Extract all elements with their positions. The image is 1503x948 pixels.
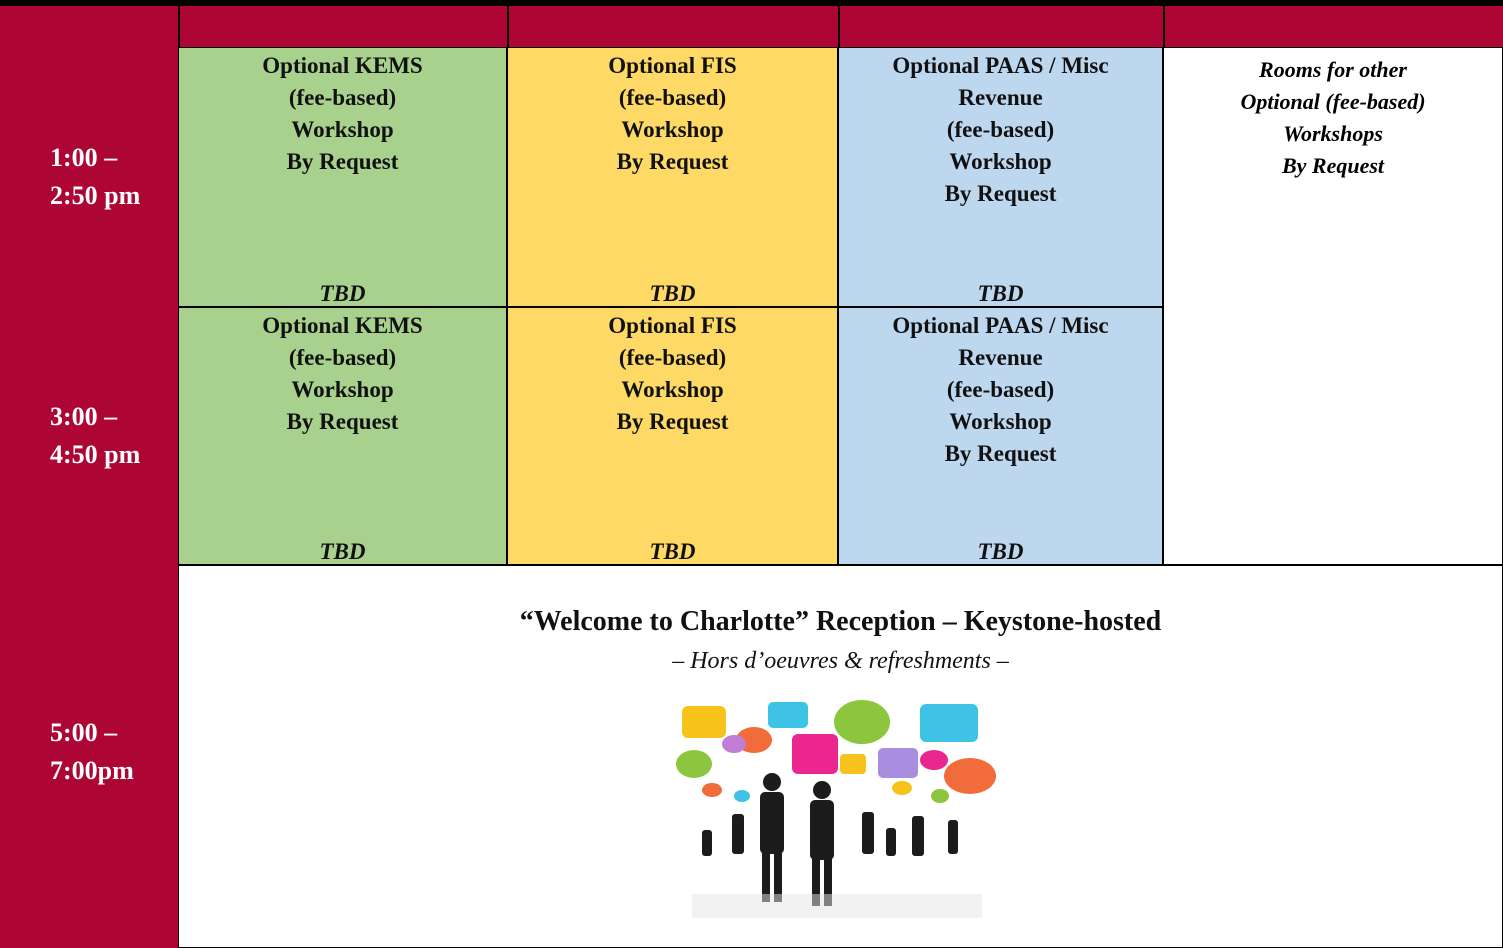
side-note-line: Workshops (1283, 121, 1383, 146)
session-line: By Request (944, 441, 1057, 466)
time-label: 4:50 pm (50, 440, 141, 469)
session-cell: Optional PAAS / Misc Revenue (fee-based) Wo… (838, 47, 1163, 307)
time-label: 3:00 – (50, 402, 118, 431)
session-cell: Optional FIS (fee-based) Workshop By Reques… (507, 307, 838, 565)
session-line: By Request (286, 149, 399, 174)
speech-bubbles (676, 700, 996, 803)
time-cell: 1:00 – 2:50 pm (0, 47, 178, 307)
session-line: (fee-based) (618, 85, 727, 110)
session-line: Optional KEMS (262, 313, 423, 338)
session-line: (fee-based) (288, 85, 397, 110)
session-line: Optional PAAS / Misc (892, 313, 1109, 338)
session-line: (fee-based) (288, 345, 397, 370)
silhouettes (702, 773, 958, 906)
networking-illustration (676, 700, 996, 918)
session-note: TBD (319, 539, 366, 564)
session-line: By Request (616, 409, 729, 434)
session-line: By Request (616, 149, 729, 174)
session-line: Optional KEMS (262, 53, 423, 78)
header-cell (507, 0, 838, 47)
session-line: Workshop (291, 117, 394, 142)
session-note: TBD (649, 281, 696, 306)
session-note: TBD (319, 281, 366, 306)
session-line: Optional FIS (608, 53, 737, 78)
side-note: Rooms for other Optional (fee-based) Works… (1163, 47, 1503, 565)
reflection (692, 894, 982, 918)
header-cell (178, 0, 507, 47)
time-label: 2:50 pm (50, 181, 141, 210)
side-note-line: Rooms for other (1259, 57, 1407, 82)
time-label: 5:00 – (50, 717, 118, 747)
session-line: By Request (286, 409, 399, 434)
session-cell: Optional KEMS (fee-based) Workshop By Reque… (178, 307, 507, 565)
session-line: Workshop (621, 117, 724, 142)
side-note-line: Optional (fee-based) (1240, 89, 1426, 114)
reception-title: “Welcome to Charlotte” Reception – Keyst… (519, 606, 1162, 637)
session-line: (fee-based) (946, 377, 1055, 402)
side-note-line: By Request (1281, 153, 1385, 178)
time-label: 7:00pm (50, 755, 134, 785)
session-cell: Optional PAAS / Misc Revenue (fee-based) Wo… (838, 307, 1163, 565)
header-cell (838, 0, 1163, 47)
session-note: TBD (649, 539, 696, 564)
header-cell (1163, 0, 1503, 47)
session-line: Optional PAAS / Misc (892, 53, 1109, 78)
session-line: Revenue (958, 345, 1043, 370)
session-cell: Optional KEMS (fee-based) Workshop By Reque… (178, 47, 507, 307)
session-line: Optional FIS (608, 313, 737, 338)
session-line: (fee-based) (618, 345, 727, 370)
session-line: (fee-based) (946, 117, 1055, 142)
session-note: TBD (977, 281, 1024, 306)
session-cell: Optional FIS (fee-based) Workshop By Reques… (507, 47, 838, 307)
session-line: By Request (944, 181, 1057, 206)
time-label: 1:00 – (50, 143, 118, 172)
session-note: TBD (977, 539, 1024, 564)
session-line: Workshop (621, 377, 724, 402)
session-line: Workshop (949, 409, 1052, 434)
session-line: Revenue (958, 85, 1043, 110)
reception-subtitle: – Hors d’oeuvres & refreshments – (672, 648, 1009, 674)
session-line: Workshop (291, 377, 394, 402)
time-cell: 5:00 – 7:00pm (0, 565, 178, 948)
time-cell: 3:00 – 4:50 pm (0, 307, 178, 565)
session-line: Workshop (949, 149, 1052, 174)
